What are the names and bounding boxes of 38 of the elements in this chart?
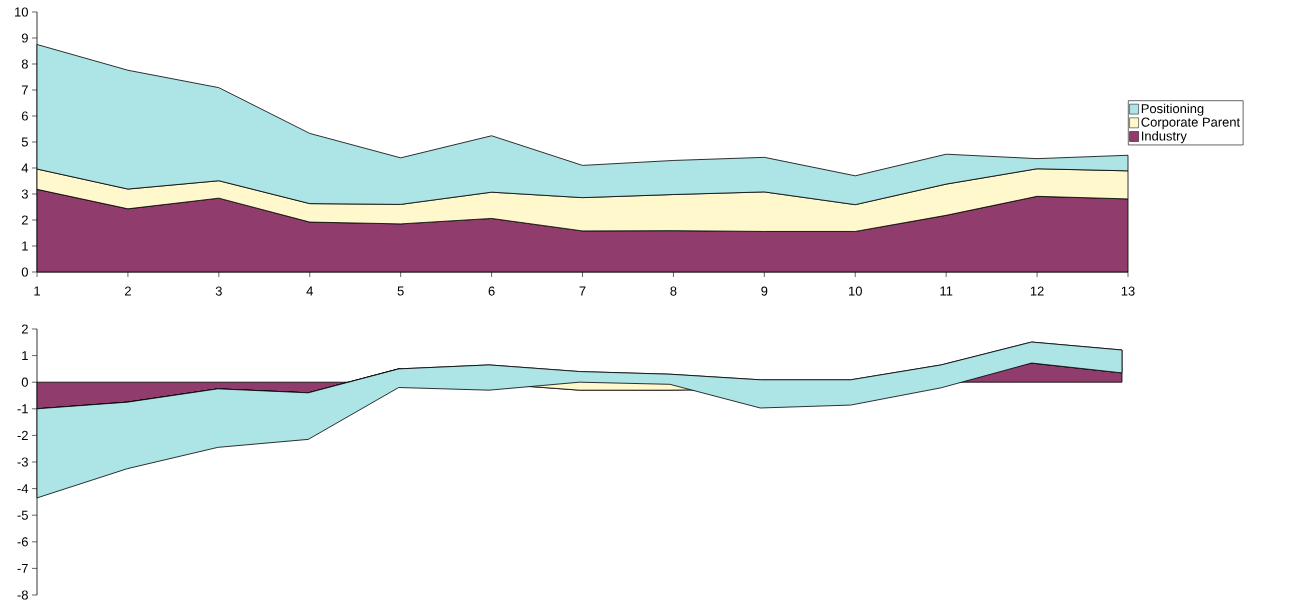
x-tick-label: 13	[1121, 286, 1135, 296]
y-tick-label: 3	[21, 189, 28, 199]
x-tick-label: 3	[215, 286, 222, 296]
x-tick-label: 2	[124, 286, 131, 296]
y-tick-label: 2	[21, 324, 28, 334]
y-tick-label: -6	[17, 537, 28, 547]
y-tick-label: -1	[17, 404, 28, 414]
x-tick-label: 4	[306, 286, 313, 296]
x-tick-label: 8	[670, 286, 677, 296]
y-tick-label: -8	[17, 590, 28, 600]
y-tick-label: 8	[21, 59, 28, 69]
y-tick-label: -3	[17, 457, 28, 467]
y-tick-label: 4	[21, 163, 29, 173]
y-tick-label: 7	[21, 85, 28, 95]
y-tick-label: 1	[22, 241, 28, 251]
x-tick-label: 10	[849, 286, 862, 296]
y-tick-label: 0	[21, 377, 28, 387]
x-tick-label: 1	[34, 286, 40, 296]
legend-label: Positioning	[1141, 103, 1204, 116]
y-tick-label: -5	[17, 510, 28, 520]
y-tick-label: 2	[21, 215, 28, 225]
y-tick-label: -2	[17, 430, 28, 440]
x-tick-label: 11	[940, 286, 953, 296]
legend-label: Industry	[1142, 131, 1187, 144]
y-tick-label: 6	[21, 111, 28, 121]
x-tick-label: 5	[397, 286, 404, 296]
x-tick-label: 12	[1030, 286, 1044, 296]
y-tick-label: 10	[15, 7, 28, 17]
legend-label: Corporate Parent	[1141, 117, 1241, 130]
y-tick-label: 9	[21, 33, 28, 43]
y-tick-label: 5	[21, 137, 28, 147]
x-tick-label: 9	[761, 286, 768, 296]
y-tick-label: -4	[17, 484, 29, 494]
x-tick-label: 6	[488, 286, 495, 296]
y-tick-label: 0	[21, 267, 28, 277]
x-tick-label: 7	[579, 286, 586, 296]
y-tick-label: -7	[17, 563, 28, 573]
y-tick-label: 1	[22, 351, 28, 361]
